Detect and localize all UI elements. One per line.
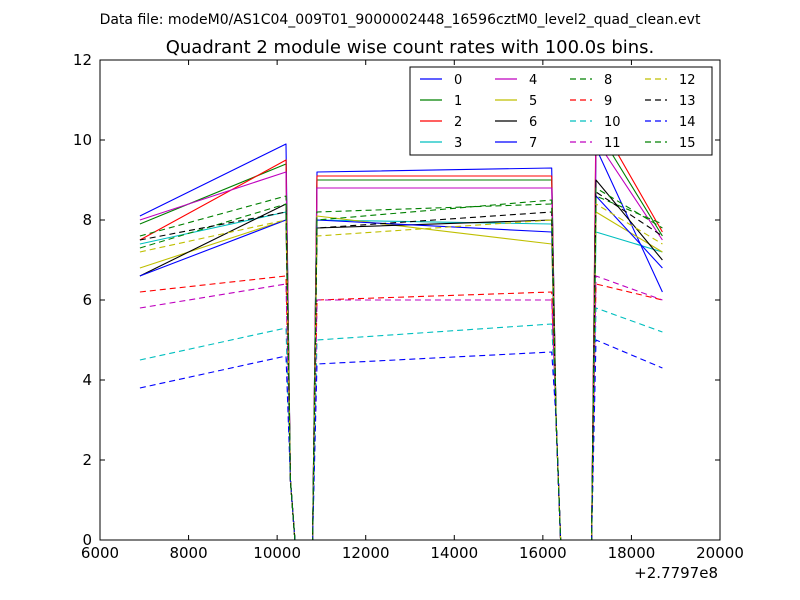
- axis-ticks: 6000 8000 10000 12000 14000 16000 18000 20000 0 2…: [73, 51, 744, 562]
- y-tick-label: 12: [73, 51, 92, 69]
- x-tick-label: 12000: [342, 544, 390, 562]
- legend-label-10: 10: [604, 115, 621, 130]
- legend-label-1: 1: [454, 94, 462, 109]
- y-tick-label: 6: [82, 291, 92, 309]
- y-tick-label: 10: [73, 131, 92, 149]
- legend-label-15: 15: [679, 136, 696, 151]
- legend-label-9: 9: [604, 94, 612, 109]
- legend-label-6: 6: [529, 115, 537, 130]
- legend-label-0: 0: [454, 73, 462, 88]
- series-layer: [139, 115, 663, 540]
- legend-label-3: 3: [454, 136, 462, 151]
- legend-box: [409, 66, 713, 156]
- legend-label-2: 2: [454, 115, 462, 130]
- y-tick-label: 4: [82, 371, 92, 389]
- legend-label-5: 5: [529, 94, 537, 109]
- y-tick-label: 2: [82, 451, 92, 469]
- x-tick-label: 18000: [608, 544, 656, 562]
- x-tick-label: 10000: [253, 544, 301, 562]
- x-tick-label: 6000: [81, 544, 119, 562]
- legend-label-11: 11: [604, 136, 621, 151]
- legend-label-12: 12: [679, 73, 696, 88]
- legend-label-7: 7: [529, 136, 537, 151]
- series-line-12: [139, 203, 663, 540]
- x-tick-label: 20000: [696, 544, 744, 562]
- chart-title: Quadrant 2 module wise count rates with …: [166, 37, 655, 58]
- x-tick-label: 8000: [169, 544, 207, 562]
- legend-label-13: 13: [679, 94, 696, 109]
- y-tick-label: 8: [82, 211, 92, 229]
- x-tick-label: 16000: [519, 544, 567, 562]
- legend-label-4: 4: [529, 73, 537, 88]
- x-tick-label: 14000: [430, 544, 478, 562]
- legend-label-8: 8: [604, 73, 612, 88]
- series-line-15: [139, 187, 663, 540]
- x-axis-offset-label: +2.7797e8: [634, 564, 718, 582]
- figure-suptitle: Data file: modeM0/AS1C04_009T01_90000024…: [100, 12, 701, 28]
- y-tick-label: 0: [82, 531, 92, 549]
- legend-label-14: 14: [679, 115, 696, 130]
